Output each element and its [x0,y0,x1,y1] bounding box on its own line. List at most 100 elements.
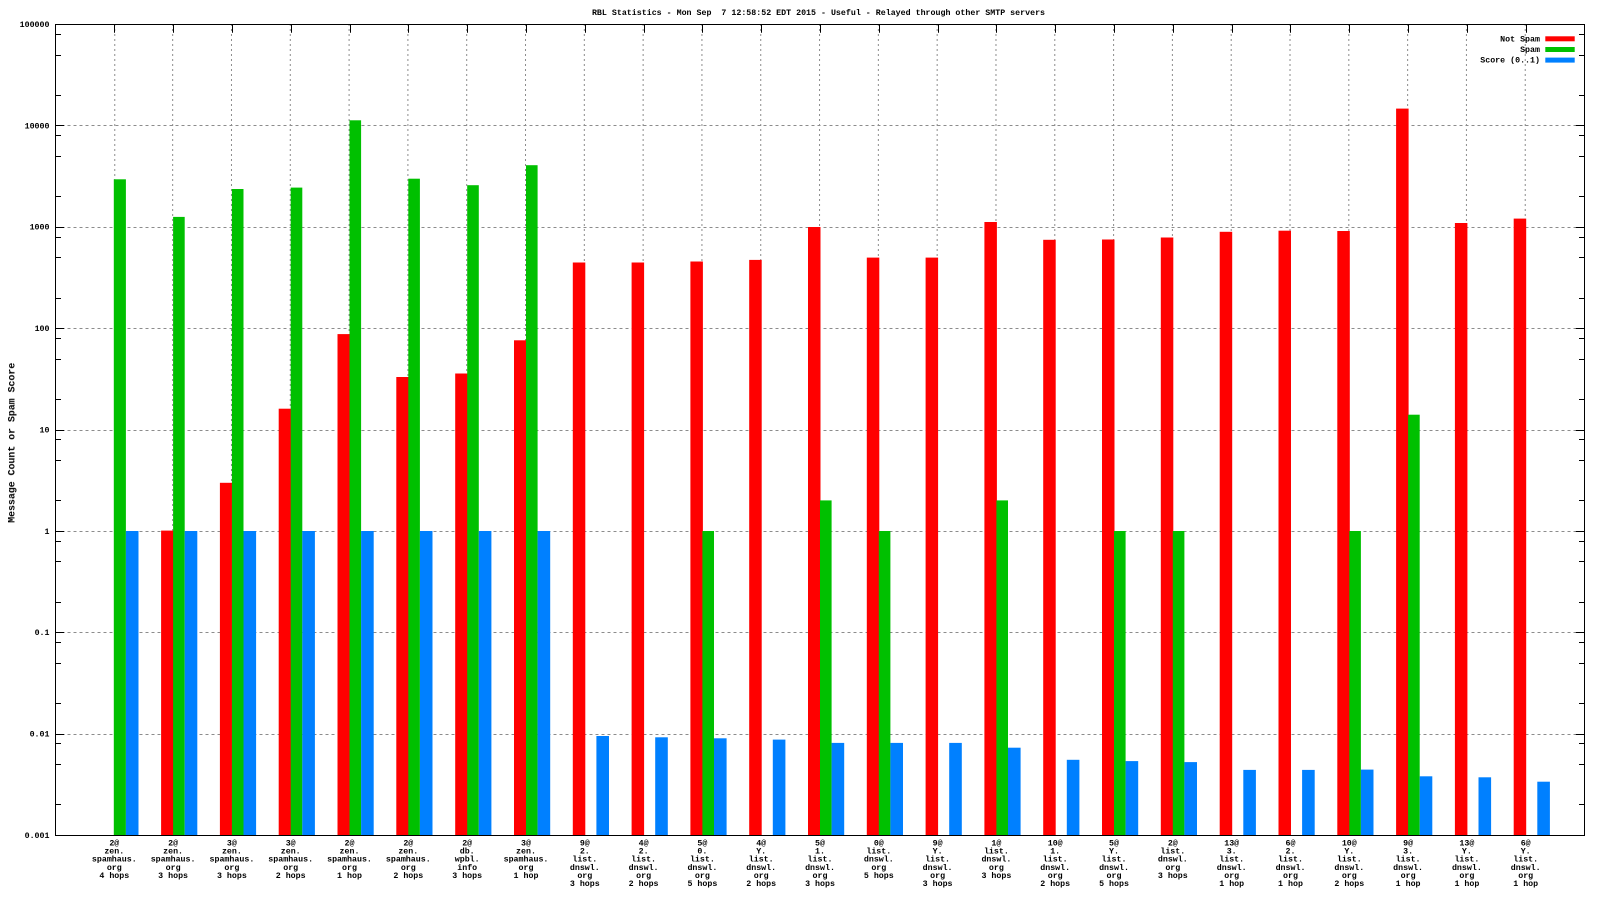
svg-text:5@: 5@ [1109,839,1119,849]
svg-text:100000: 100000 [20,21,50,30]
svg-text:org: org [107,864,122,873]
svg-text:3.: 3. [1403,848,1413,857]
svg-text:spamhaus.: spamhaus. [327,855,372,865]
svg-text:5@: 5@ [697,839,707,849]
svg-text:2 hops: 2 hops [746,879,776,889]
svg-text:3 hops: 3 hops [158,871,188,881]
svg-text:Y.: Y. [1344,848,1354,857]
svg-text:dnswl.: dnswl. [746,863,776,873]
svg-text:2 hops: 2 hops [1334,879,1364,889]
svg-text:spamhaus.: spamhaus. [92,855,137,865]
svg-text:4 hops: 4 hops [99,871,129,881]
svg-text:zen.: zen. [516,848,536,857]
svg-text:9@: 9@ [580,839,590,849]
svg-text:org: org [342,864,357,873]
svg-text:zen.: zen. [163,848,183,857]
svg-text:org: org [871,864,886,873]
svg-text:1@: 1@ [991,839,1001,849]
svg-text:dnswl.: dnswl. [805,863,835,873]
svg-text:spamhaus.: spamhaus. [268,855,313,865]
svg-text:dnswl.: dnswl. [1511,863,1541,873]
svg-text:1 hop: 1 hop [1396,879,1421,889]
svg-text:org: org [1342,872,1357,881]
svg-text:2@: 2@ [345,839,355,849]
svg-text:list.: list. [631,855,656,865]
svg-text:zen.: zen. [398,848,418,857]
svg-text:org: org [1107,872,1122,881]
svg-text:9@: 9@ [1403,839,1413,849]
svg-text:2 hops: 2 hops [629,879,659,889]
svg-text:3 hops: 3 hops [217,871,247,881]
svg-text:3 hops: 3 hops [923,879,953,889]
svg-text:0.001: 0.001 [25,832,50,841]
svg-text:4@: 4@ [639,839,649,849]
svg-text:spamhaus.: spamhaus. [151,855,196,865]
svg-text:0.1: 0.1 [35,629,50,638]
svg-text:10@: 10@ [1048,839,1063,849]
svg-text:list.: list. [1337,855,1362,865]
svg-text:RBL Statistics - Mon Sep 7 12: RBL Statistics - Mon Sep 7 12:58:52 EDT … [592,8,1045,18]
svg-text:org: org [930,872,945,881]
svg-text:3 hops: 3 hops [805,879,835,889]
svg-text:3.: 3. [1227,848,1237,857]
svg-text:org: org [813,872,828,881]
svg-text:zen.: zen. [104,848,124,857]
svg-text:1.: 1. [815,848,825,857]
svg-text:2@: 2@ [462,839,472,849]
svg-text:Spam: Spam [1520,46,1540,55]
svg-text:org: org [1224,872,1239,881]
svg-text:13@: 13@ [1459,839,1474,849]
svg-text:dnswl.: dnswl. [629,863,659,873]
svg-text:3@: 3@ [227,839,237,849]
svg-text:0.01: 0.01 [30,731,50,740]
svg-text:2 hops: 2 hops [393,871,423,881]
svg-text:dnswl.: dnswl. [923,863,953,873]
svg-text:zen.: zen. [281,848,301,857]
svg-text:list.: list. [1160,847,1185,857]
svg-text:3 hops: 3 hops [1158,871,1188,881]
svg-text:org: org [577,872,592,881]
svg-text:wpbl.: wpbl. [455,855,480,865]
svg-text:dnswl.: dnswl. [570,863,600,873]
svg-text:org: org [166,864,181,873]
svg-text:1 hop: 1 hop [1219,879,1244,889]
svg-text:1 hop: 1 hop [514,871,539,881]
svg-text:5@: 5@ [815,839,825,849]
svg-text:spamhaus.: spamhaus. [504,855,549,865]
svg-text:list.: list. [749,855,774,865]
svg-text:3@: 3@ [286,839,296,849]
svg-text:Not Spam: Not Spam [1500,35,1540,44]
svg-text:2 hops: 2 hops [276,871,306,881]
svg-text:dnswl.: dnswl. [1040,863,1070,873]
svg-text:2 hops: 2 hops [1040,879,1070,889]
svg-text:org: org [283,864,298,873]
svg-text:2@: 2@ [403,839,413,849]
svg-text:info: info [457,863,477,873]
svg-text:10@: 10@ [1342,839,1357,849]
svg-text:5 hops: 5 hops [864,871,894,881]
svg-text:org: org [636,872,651,881]
svg-text:dnswl.: dnswl. [864,855,894,865]
svg-text:9@: 9@ [933,839,943,849]
svg-text:list.: list. [925,855,950,865]
svg-text:org: org [224,864,239,873]
svg-text:list.: list. [690,855,715,865]
svg-text:dnswl.: dnswl. [1393,863,1423,873]
svg-text:spamhaus.: spamhaus. [386,855,431,865]
svg-text:1 hop: 1 hop [1454,879,1479,889]
svg-text:spamhaus.: spamhaus. [209,855,254,865]
svg-text:zen.: zen. [222,848,242,857]
svg-text:3 hops: 3 hops [981,871,1011,881]
svg-text:dnswl.: dnswl. [1452,863,1482,873]
svg-text:org: org [401,864,416,873]
svg-text:0@: 0@ [874,839,884,849]
svg-text:2.: 2. [639,848,649,857]
svg-text:dnswl.: dnswl. [1276,863,1306,873]
svg-text:list.: list. [1102,855,1127,865]
svg-text:1 hop: 1 hop [1278,879,1303,889]
svg-text:Y.: Y. [1521,848,1531,857]
svg-text:org: org [519,864,534,873]
svg-text:org: org [1283,872,1298,881]
svg-text:list.: list. [1396,855,1421,865]
svg-text:Message Count or Spam Score: Message Count or Spam Score [7,363,18,523]
